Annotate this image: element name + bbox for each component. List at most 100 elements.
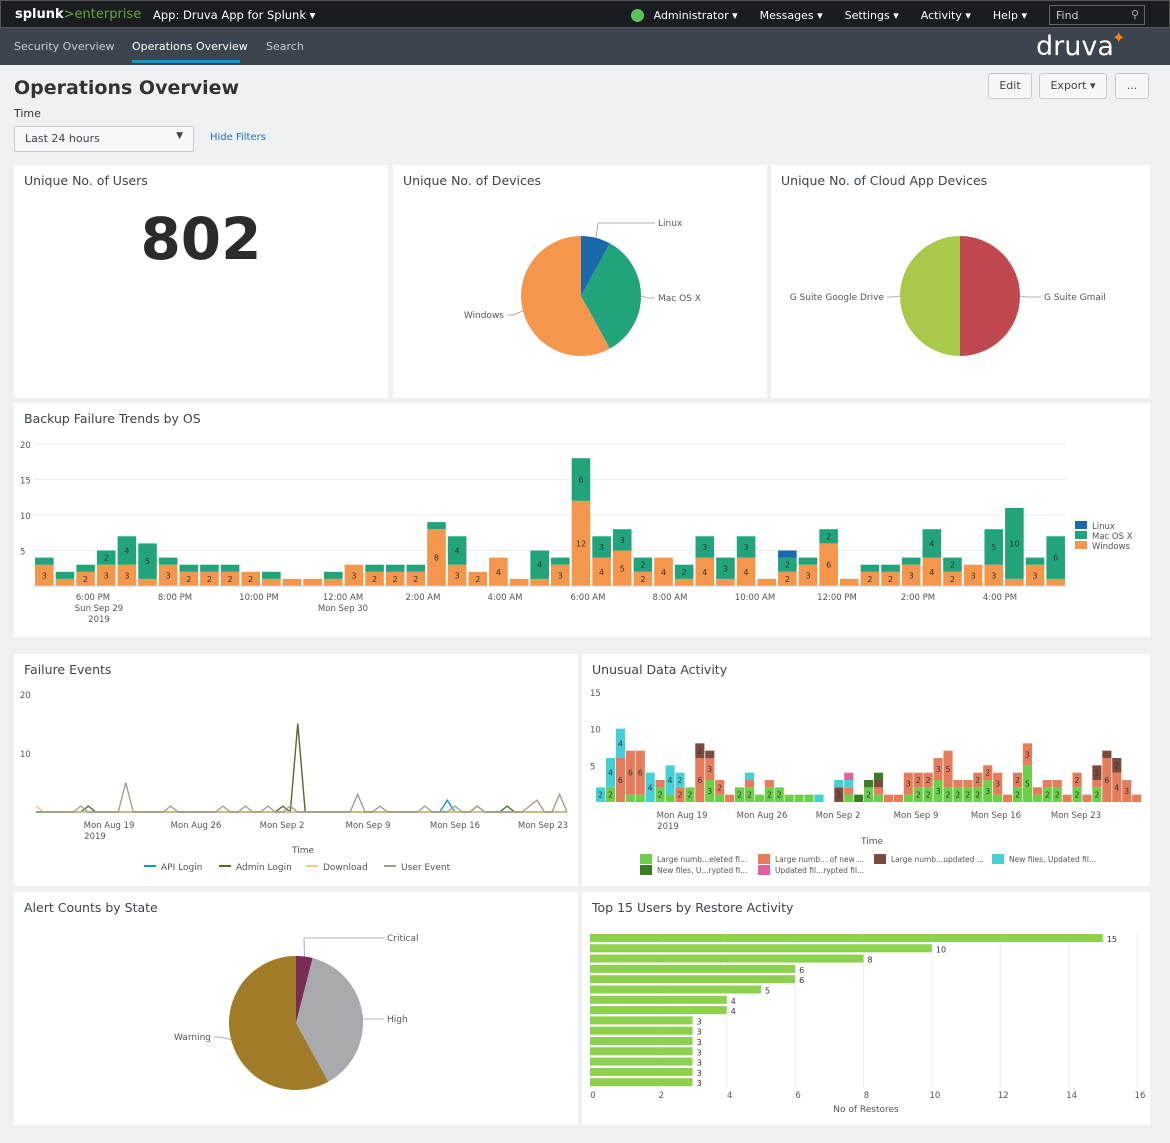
- x-tick-label: 16: [1135, 1091, 1146, 1101]
- bar-segment: [983, 765, 993, 780]
- bar-segment: [1012, 772, 1023, 788]
- bar-segment: [744, 780, 755, 788]
- bar-segment: [179, 571, 199, 586]
- bar-segment: [633, 571, 653, 586]
- tab-security-overview[interactable]: Security Overview: [14, 40, 115, 53]
- find-input[interactable]: Find ⚲: [1049, 5, 1145, 25]
- splunk-logo[interactable]: splunk>enterprise: [15, 7, 142, 22]
- bar-value-label: 2: [413, 575, 418, 584]
- bar-segment: [695, 557, 715, 586]
- y-tick-label: 20: [20, 441, 31, 451]
- tab-operations-overview[interactable]: Operations Overview: [132, 40, 248, 53]
- menu-help[interactable]: Help ▾: [992, 8, 1027, 22]
- tab-search[interactable]: Search: [266, 40, 304, 53]
- bar-segment: [385, 571, 405, 586]
- hide-filters-link[interactable]: Hide Filters: [210, 132, 266, 143]
- bar-value-label: 2: [777, 791, 782, 800]
- menu-activity[interactable]: Activity ▾: [920, 8, 971, 22]
- bar-value-label: 5: [145, 557, 150, 566]
- pie-slice: [296, 958, 363, 1082]
- legend-swatch: [640, 865, 652, 875]
- panel-title: Unique No. of Cloud App Devices: [781, 173, 988, 188]
- export-button[interactable]: Export ▾: [1039, 73, 1107, 99]
- bar-segment: [1112, 758, 1122, 773]
- bar-segment: [922, 557, 942, 586]
- bar-segment: [860, 571, 880, 586]
- panel-top-users-restore: Top 15 Users by Restore Activity 0 2 4 6 8 10…: [582, 892, 1150, 1125]
- bar-segment: [864, 780, 874, 788]
- legend-label: Large numb...eleted fi...: [657, 855, 747, 864]
- bar-segment: [695, 743, 705, 758]
- search-icon[interactable]: ⚲: [1130, 8, 1139, 21]
- bar-value-label: 3: [124, 571, 129, 580]
- bar-segment: [1082, 794, 1092, 802]
- bar-segment: [744, 787, 755, 802]
- bar-segment: [117, 564, 137, 586]
- bar-value-label: 6: [618, 776, 623, 785]
- bar-segment: [605, 787, 616, 802]
- bar: [590, 1047, 693, 1056]
- bar-segment: [200, 571, 219, 586]
- edit-button[interactable]: Edit: [988, 73, 1032, 99]
- bar-segment: [323, 571, 343, 579]
- more-button[interactable]: ...: [1115, 73, 1149, 99]
- x-axis-title: Time: [291, 846, 314, 856]
- bar-segment: [530, 550, 549, 579]
- x-tick-label: 2:00 PM: [901, 593, 935, 603]
- x-tick-label: Mon Aug 26: [737, 811, 788, 821]
- bar-segment: [571, 500, 591, 586]
- bar-value-label: 2: [867, 575, 872, 584]
- bar-segment: [35, 557, 54, 565]
- bar-segment: [138, 578, 157, 586]
- bar-segment: [695, 758, 705, 802]
- bar-value-label: 6: [638, 769, 643, 778]
- bar-value-label: 6: [799, 976, 804, 985]
- x-tick-label: Mon Sep 2: [260, 821, 305, 831]
- bar-segment: [385, 564, 405, 572]
- bar-segment: [844, 772, 854, 780]
- menu-messages[interactable]: Messages ▾: [759, 8, 823, 22]
- bar-value-label: 3: [42, 571, 47, 580]
- bar-segment: [953, 780, 963, 788]
- bar-segment: [716, 557, 735, 579]
- bar-value-label: 4: [537, 561, 542, 570]
- bar-value-label: 4: [929, 568, 934, 577]
- bar-value-label: 2: [640, 575, 645, 584]
- bar-segment: [798, 564, 818, 586]
- bar-value-label: 2: [697, 747, 702, 756]
- druva-star-icon: ✦: [1112, 28, 1126, 47]
- x-tick-label: 0: [590, 1091, 595, 1101]
- bar-value-label: 2: [688, 791, 693, 800]
- devices-pie-chart: Linux Mac OS X Windows: [464, 219, 701, 356]
- x-tick-label: 14: [1066, 1091, 1077, 1101]
- app-menu[interactable]: App: Druva App for Splunk ▾: [153, 8, 316, 22]
- bar-segment: [984, 529, 1004, 565]
- bar-value-label: 2: [888, 575, 893, 584]
- menu-administrator[interactable]: Administrator ▾: [653, 8, 738, 22]
- panel-title: Top 15 Users by Restore Activity: [592, 900, 794, 915]
- bar-value-label: 4: [731, 997, 736, 1006]
- x-tick-label: 8: [864, 1091, 869, 1101]
- page-title: Operations Overview: [14, 77, 240, 99]
- bar-segment: [834, 787, 844, 802]
- status-dot-icon: [630, 8, 644, 22]
- bar-segment: [922, 529, 942, 558]
- bar-segment: [1132, 794, 1142, 802]
- bar-value-label: 2: [1095, 769, 1100, 778]
- bar-segment: [323, 578, 343, 586]
- bar-value-label: 2: [866, 791, 871, 800]
- bar-segment: [705, 780, 715, 802]
- x-tick-label: 6:00 PM: [76, 593, 110, 603]
- bar-segment: [757, 578, 777, 586]
- bar-value-label: 2: [916, 791, 921, 800]
- time-picker[interactable]: Last 24 hours ▼: [14, 126, 194, 152]
- bar-segment: [489, 557, 508, 586]
- bar-segment: [1092, 765, 1102, 780]
- bar-value-label: 2: [682, 568, 687, 577]
- bar-segment: [1042, 780, 1052, 788]
- pie-slice: [296, 956, 313, 1023]
- bar-value-label: 2: [608, 791, 613, 800]
- menu-settings[interactable]: Settings ▾: [844, 8, 899, 22]
- bar: [590, 1026, 693, 1035]
- y-tick-label: 20: [20, 691, 31, 701]
